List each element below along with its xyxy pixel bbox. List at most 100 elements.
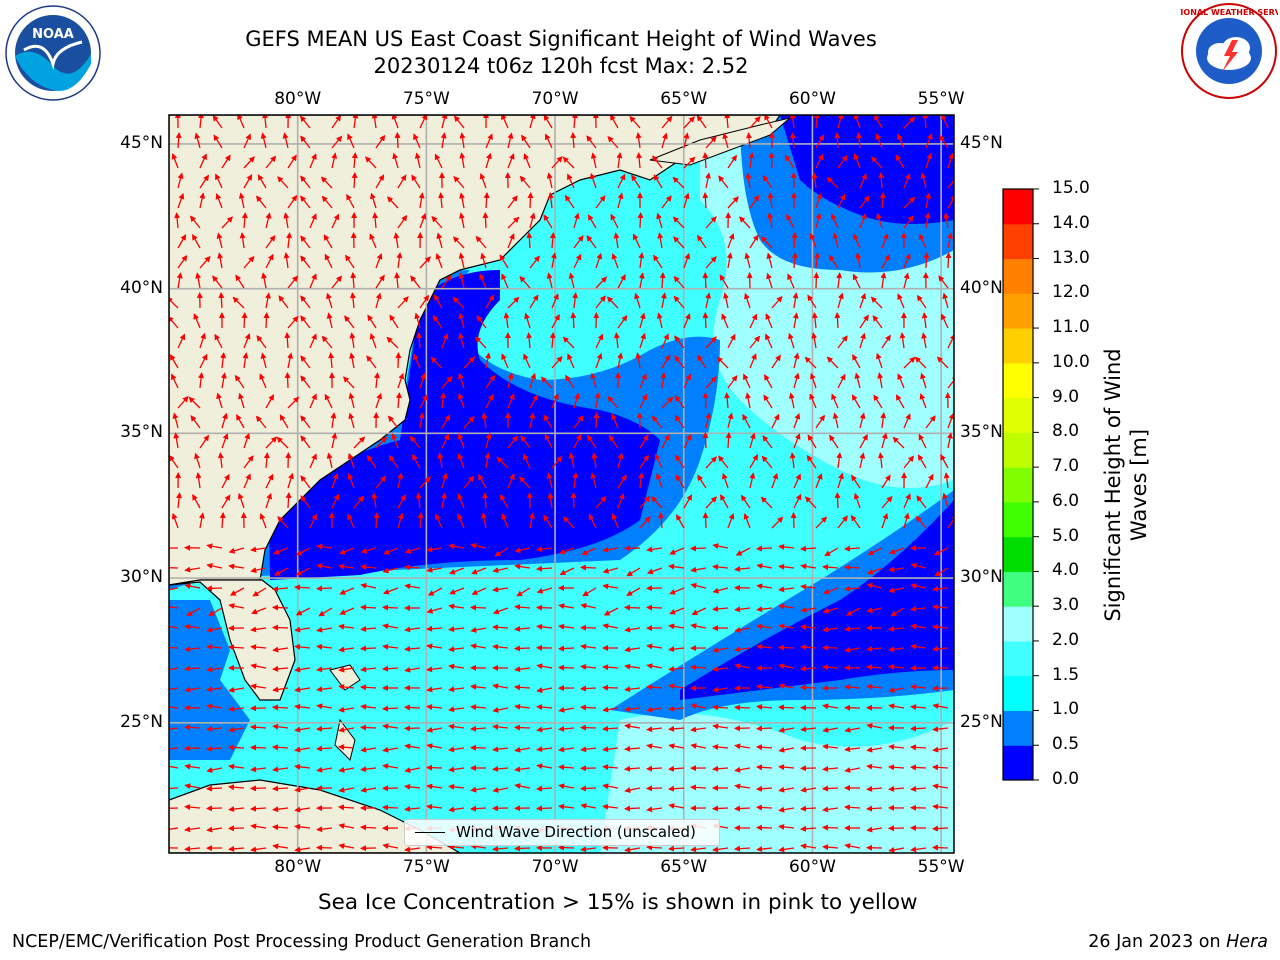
lat-tick-label-right: 35°N (960, 422, 1003, 443)
wave-direction-arrow (852, 354, 861, 369)
wave-direction-arrow (778, 726, 795, 733)
wave-direction-arrow (674, 335, 685, 349)
wave-direction-arrow (189, 215, 201, 229)
wave-direction-arrow (917, 454, 927, 469)
wave-direction-arrow (943, 212, 950, 229)
colorbar-tick-label: 2.0 (1052, 629, 1080, 650)
wave-direction-arrow (382, 665, 399, 672)
wave-direction-arrow (184, 566, 201, 573)
wave-direction-arrow (419, 115, 428, 129)
wave-direction-arrow (888, 663, 905, 670)
wave-direction-arrow (228, 726, 245, 733)
wave-direction-arrow (815, 473, 823, 489)
wave-direction-arrow (872, 315, 883, 329)
wave-direction-arrow (371, 492, 378, 509)
wave-direction-arrow (250, 626, 267, 633)
wave-direction-arrow (626, 587, 641, 596)
wave-direction-arrow (169, 625, 179, 629)
wave-direction-arrow (646, 706, 663, 713)
wave-direction-arrow (470, 643, 487, 650)
wave-direction-arrow (528, 512, 535, 529)
wave-direction-arrow (410, 275, 421, 289)
wave-direction-arrow (331, 135, 343, 149)
wave-direction-arrow (646, 546, 663, 553)
wave-direction-arrow (250, 744, 267, 751)
wave-direction-arrow (458, 372, 465, 389)
wave-direction-arrow (277, 516, 289, 529)
wave-direction-arrow (283, 212, 290, 229)
wave-direction-arrow (448, 646, 465, 653)
wave-direction-arrow (184, 686, 201, 693)
lon-tick-label-bottom: 70°W (531, 857, 579, 877)
wave-direction-arrow (449, 587, 465, 595)
wave-direction-arrow (800, 563, 817, 570)
wave-direction-arrow (206, 626, 223, 633)
wave-direction-arrow (683, 192, 690, 209)
wave-direction-arrow (519, 175, 531, 189)
wave-direction-arrow (177, 172, 184, 189)
wave-direction-arrow (558, 725, 575, 732)
wave-direction-arrow (243, 473, 251, 489)
colorbar-tick-label: 14.0 (1052, 212, 1090, 233)
wave-direction-arrow (875, 133, 883, 149)
wave-direction-arrow (436, 232, 443, 249)
wave-direction-arrow (903, 196, 916, 209)
wave-direction-arrow (910, 643, 927, 650)
wave-direction-arrow (702, 392, 709, 409)
wave-direction-arrow (507, 473, 515, 489)
wave-direction-arrow (602, 546, 619, 553)
wave-direction-arrow (169, 787, 179, 790)
wave-direction-arrow (228, 744, 245, 751)
wave-direction-arrow (250, 644, 267, 651)
wave-direction-arrow (669, 587, 685, 595)
wave-direction-arrow (338, 666, 355, 673)
wave-direction-arrow (734, 566, 751, 572)
wave-direction-arrow (457, 453, 465, 469)
wave-direction-arrow (727, 196, 739, 209)
wave-direction-arrow (761, 236, 773, 249)
wave-direction-arrow (793, 412, 801, 429)
wave-direction-arrow (702, 192, 709, 209)
wave-direction-arrow (580, 663, 597, 670)
wave-direction-arrow (526, 332, 533, 349)
wave-direction-arrow (712, 686, 729, 693)
wave-direction-arrow (549, 232, 556, 249)
wave-direction-arrow (638, 272, 645, 289)
wave-direction-arrow (294, 686, 311, 693)
wave-direction-arrow (716, 356, 729, 369)
wave-direction-arrow (471, 567, 487, 575)
wave-direction-arrow (316, 626, 333, 633)
wave-direction-arrow (375, 174, 385, 189)
wave-direction-arrow (724, 392, 731, 409)
wave-direction-arrow (206, 785, 223, 792)
wave-direction-arrow (859, 452, 866, 469)
wave-direction-arrow (441, 472, 448, 489)
wave-direction-arrow (239, 232, 246, 249)
wave-direction-arrow (845, 607, 861, 616)
wave-direction-arrow (237, 492, 245, 509)
wave-direction-arrow (765, 333, 773, 349)
wave-direction-arrow (943, 472, 950, 489)
wave-direction-arrow (459, 192, 466, 209)
wave-direction-arrow (631, 174, 641, 189)
colorbar-tick-label: 0.0 (1052, 769, 1080, 789)
wave-direction-arrow (749, 116, 761, 129)
wave-direction-arrow (743, 373, 751, 389)
wave-direction-arrow (837, 115, 844, 129)
wave-direction-arrow (238, 392, 245, 409)
wave-direction-arrow (800, 606, 817, 613)
wave-direction-arrow (617, 352, 624, 369)
wave-direction-arrow (415, 492, 422, 509)
wave-direction-arrow (568, 272, 575, 289)
wave-direction-arrow (573, 235, 584, 249)
wave-direction-arrow (624, 723, 641, 730)
wave-direction-arrow (705, 412, 712, 429)
wave-direction-arrow (480, 252, 487, 269)
wave-direction-arrow (470, 683, 487, 690)
wave-direction-arrow (195, 472, 202, 489)
wave-direction-arrow (626, 567, 641, 577)
wave-direction-arrow (470, 725, 487, 732)
wave-direction-arrow (921, 312, 928, 329)
wave-direction-arrow (558, 623, 575, 630)
wave-direction-arrow (326, 312, 333, 329)
